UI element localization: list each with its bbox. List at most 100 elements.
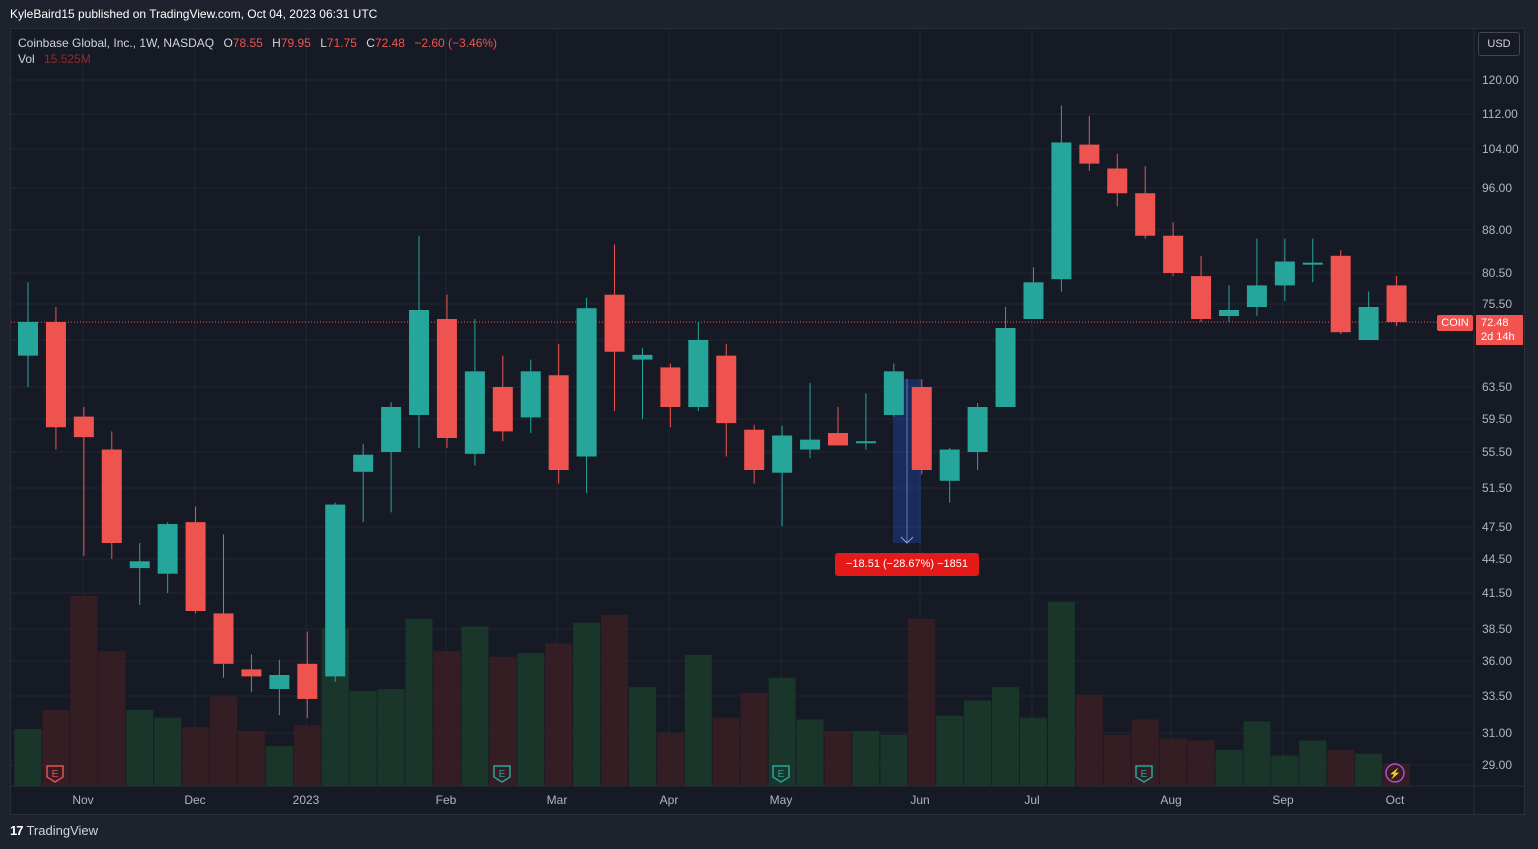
candle-body xyxy=(1023,282,1044,319)
volume-bar xyxy=(601,615,629,786)
candle-body xyxy=(436,319,457,438)
candle-body xyxy=(1246,285,1267,307)
candle-body xyxy=(744,429,765,470)
volume-bar xyxy=(433,651,461,786)
volume-bar xyxy=(489,656,517,786)
volume-bar xyxy=(712,717,740,786)
marker-shape xyxy=(1135,765,1153,783)
volume-bar xyxy=(1215,749,1243,786)
time-axis-labels: Nov Dec 2023 Feb Mar Apr May Jun Jul Aug Sep Oct xyxy=(72,793,1405,807)
symbol-label: Coinbase Global, Inc., 1W, NASDAQ xyxy=(18,36,215,50)
open-label: O xyxy=(223,36,233,50)
volume-bar xyxy=(545,643,573,786)
candle-body xyxy=(548,375,569,470)
volume-bar xyxy=(1019,717,1047,786)
header-bar: KyleBaird15 published on TradingView.com… xyxy=(0,0,1538,28)
high-label: H xyxy=(272,36,281,50)
volume-bar xyxy=(377,689,405,786)
candle-body xyxy=(604,294,625,352)
candle-body xyxy=(576,308,597,457)
volume-bar xyxy=(1355,753,1383,786)
time-tick-label: Jul xyxy=(1024,793,1039,807)
candle-body xyxy=(353,454,374,472)
time-tick-label: Dec xyxy=(184,793,205,807)
volume-bar xyxy=(98,651,126,786)
marker-shape xyxy=(493,765,511,783)
volume-bar xyxy=(182,727,210,786)
published-by: KyleBaird15 published on TradingView.com… xyxy=(10,7,378,21)
time-tick-label: Aug xyxy=(1160,793,1181,807)
volume-bars xyxy=(14,596,1411,786)
volume-bar xyxy=(70,596,98,786)
volume-bar xyxy=(293,725,321,786)
price-tick-label: 33.50 xyxy=(1482,689,1512,703)
earnings-marker-icon: E xyxy=(772,765,790,783)
candle-body xyxy=(1191,276,1212,319)
close-value: 72.48 xyxy=(374,36,405,50)
last-price: 72.48 xyxy=(1481,317,1509,329)
volume-bar xyxy=(684,654,712,786)
candle-body xyxy=(883,371,904,415)
volume-value: 15.525M xyxy=(44,52,91,66)
volume-bar xyxy=(908,618,936,786)
candle-body xyxy=(492,387,513,432)
candle-body xyxy=(325,504,346,677)
volume-bar xyxy=(405,618,433,786)
earnings-marker-icon: E xyxy=(1135,765,1153,783)
earnings-marker-icon: E xyxy=(46,765,64,783)
candle-body xyxy=(1358,307,1379,340)
volume-bar xyxy=(796,719,824,786)
marker-label: ⚡ xyxy=(1389,767,1401,780)
marker-label: E xyxy=(52,769,59,780)
candle-body xyxy=(660,367,681,407)
candle-body xyxy=(939,449,960,481)
price-axis-labels: 120.00 112.00 104.00 96.00 88.00 80.50 75.50 63… xyxy=(1482,73,1519,772)
tradingview-logo-icon: 17 xyxy=(10,823,24,838)
candle-body xyxy=(855,441,876,444)
bar-countdown: 2d 14h xyxy=(1481,331,1515,343)
volume-bar xyxy=(1271,755,1299,786)
volume-bar xyxy=(740,692,768,786)
ticker-tag: COIN xyxy=(1437,315,1473,331)
chart-frame[interactable] xyxy=(10,28,1525,815)
volume-bar xyxy=(461,626,489,786)
time-tick-label: Apr xyxy=(660,793,679,807)
price-tick-label: 41.50 xyxy=(1482,586,1512,600)
marker-circle xyxy=(1385,763,1405,783)
volume-bar xyxy=(880,734,908,786)
price-tick-label: 44.50 xyxy=(1482,552,1512,566)
measure-label: −18.51 (−28.67%) −1851 xyxy=(835,553,979,576)
candle-body xyxy=(632,354,653,360)
footer: 17 TradingView xyxy=(10,823,98,838)
time-tick-label: Jun xyxy=(910,793,929,807)
price-tick-label: 38.50 xyxy=(1482,622,1512,636)
volume-bar xyxy=(1103,734,1131,786)
price-tick-label: 51.50 xyxy=(1482,481,1512,495)
volume-bar xyxy=(1187,740,1215,786)
price-tick-label: 88.00 xyxy=(1482,223,1512,237)
marker-label: E xyxy=(778,769,785,780)
volume-bar xyxy=(1159,738,1187,786)
candle-body xyxy=(45,322,66,428)
close-label: C xyxy=(366,36,375,50)
price-tick-label: 36.00 xyxy=(1482,654,1512,668)
price-tick-label: 47.50 xyxy=(1482,520,1512,534)
volume-bar xyxy=(1047,601,1075,786)
open-value: 78.55 xyxy=(232,36,263,50)
candle-body xyxy=(1218,310,1239,316)
volume-bar xyxy=(936,715,964,786)
candle-body xyxy=(1274,261,1295,286)
time-tick-label: 2023 xyxy=(293,793,320,807)
dividend-marker-icon: ⚡ xyxy=(1385,763,1405,783)
volume-bar xyxy=(14,729,42,786)
price-tick-label: 55.50 xyxy=(1482,445,1512,459)
volume-bar xyxy=(964,700,992,786)
volume-bar xyxy=(265,746,293,786)
event-markers: E E E E ⚡ xyxy=(46,763,1405,783)
time-tick-label: Mar xyxy=(547,793,568,807)
volume-bar xyxy=(126,710,154,786)
currency-button[interactable]: USD xyxy=(1478,32,1520,56)
volume-bar xyxy=(992,687,1020,786)
low-value: 71.75 xyxy=(326,36,357,50)
